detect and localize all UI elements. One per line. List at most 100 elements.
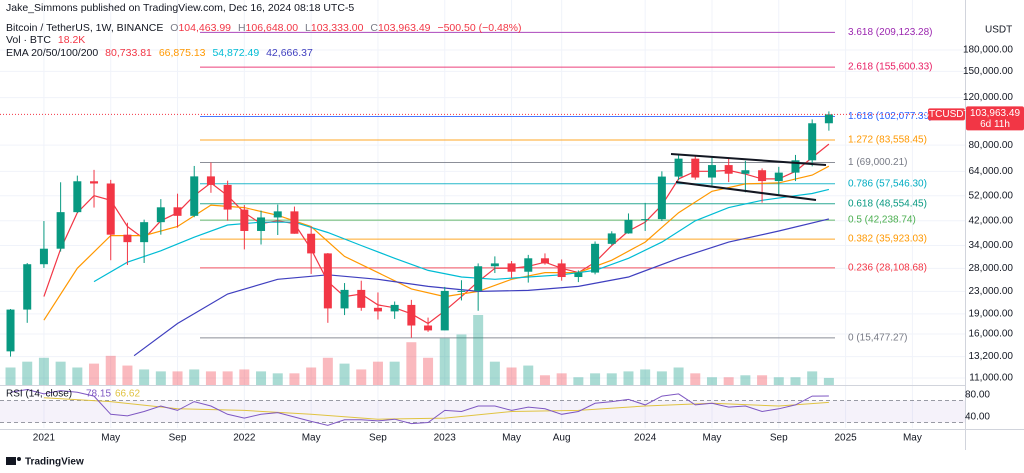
rsi-sma-value: 66.62	[115, 389, 140, 400]
x-tick-label: May	[101, 433, 120, 444]
volume-bar	[640, 369, 651, 385]
candle-body	[674, 158, 683, 177]
axes: 180,000.00 150,000.00 120,000.00 80,000.00 6…	[33, 45, 1024, 444]
last-price-symbol-box	[928, 108, 965, 121]
volume-bar	[22, 361, 33, 385]
volume-bar	[757, 375, 768, 385]
symbol: Bitcoin / TetherUS, 1W, BINANCE	[6, 21, 164, 34]
y-tick-label: 11,000.00	[969, 373, 1013, 384]
rsi-line	[10, 388, 829, 426]
ema-value: 42,666.37	[266, 46, 313, 59]
candle-body	[123, 234, 132, 243]
ohlc-label: O	[170, 21, 179, 34]
volume-bar	[72, 367, 83, 385]
volume-bar	[155, 371, 166, 385]
candle-body	[741, 170, 750, 174]
y-tick-label: 180,000.00	[963, 45, 1013, 56]
fib-label: 1.618 (102,077.39)	[848, 111, 933, 122]
symbol-line: Bitcoin / TetherUS, 1W, BINANCE O104,463…	[6, 22, 526, 35]
candle-body	[758, 170, 767, 182]
volume-bar	[139, 369, 150, 385]
volume-bar	[573, 377, 584, 385]
candle-body	[190, 176, 199, 216]
fib-label: 0.786 (57,546.30)	[848, 178, 927, 189]
candle-body	[206, 176, 215, 185]
y-tick-label: 34,000.00	[969, 240, 1014, 251]
ema-value: 54,872.49	[212, 46, 260, 59]
volume-bar	[556, 373, 567, 385]
trendline-lower	[675, 181, 817, 201]
fib-label: 0.5 (42,238.74)	[848, 215, 916, 226]
ema-value: 80,733.81	[105, 46, 152, 59]
volume-bar	[105, 355, 116, 385]
rsi-pane: RSI (14, close) 78.15 66.62	[0, 389, 969, 426]
volume-line: Vol · BTC 18.2K	[6, 34, 526, 47]
fib-label: 0.618 (48,554.45)	[848, 198, 927, 209]
x-tick-label: Sep	[770, 433, 788, 444]
candle-body	[607, 233, 616, 244]
volume-bar	[423, 357, 434, 385]
volume-bar	[389, 361, 400, 385]
x-tick-label: 2025	[834, 433, 857, 444]
y-tick-label: 23,000.00	[969, 286, 1014, 297]
candle-body	[106, 183, 115, 235]
volume-bar	[807, 371, 818, 385]
y-tick-label: 150,000.00	[963, 66, 1013, 77]
y-tick-label: 52,000.00	[969, 190, 1014, 201]
volume-label: Vol · BTC	[6, 34, 51, 46]
ema-label: EMA 20/50/100/200	[6, 46, 99, 59]
fib-label: 0.382 (35,923.03)	[848, 234, 927, 245]
volume-bar	[372, 361, 383, 385]
y-tick-label: 64,000.00	[969, 166, 1014, 177]
ohlc-label: L	[305, 21, 311, 34]
rsi-value: 78.15	[86, 389, 111, 400]
candle-body	[540, 258, 549, 264]
volume-bar	[740, 375, 751, 385]
x-tick-label: 2022	[233, 433, 256, 444]
volume-bar	[706, 377, 717, 385]
volume-bar	[289, 373, 300, 385]
last-price-symbol: BTCUSDT	[922, 109, 969, 120]
volume-bar	[656, 371, 667, 385]
ohlc-label: C	[370, 21, 378, 34]
fib-label: 1 (69,000.21)	[848, 157, 908, 168]
candle-body	[340, 289, 349, 309]
volume-bar	[489, 361, 500, 385]
candle-body	[490, 263, 499, 267]
volume-bar	[439, 338, 450, 385]
y-tick-label: 16,000.00	[969, 329, 1014, 340]
volume-bar	[339, 363, 350, 385]
candle-body	[307, 233, 316, 254]
volume-bar	[205, 371, 216, 385]
candle-body	[557, 263, 566, 278]
x-tick-label: Aug	[553, 433, 571, 444]
volume	[5, 315, 834, 385]
volume-bar	[773, 377, 784, 385]
ohlc-value: 104,463.99	[178, 21, 232, 34]
publisher: Jake_Simmons published on TradingView.co…	[6, 2, 355, 14]
brand: TradingView	[6, 457, 84, 468]
candle-body	[140, 222, 149, 243]
rsi-title: RSI (14, close)	[6, 389, 72, 400]
candle-body	[73, 181, 82, 213]
candle-body	[390, 304, 399, 312]
candle-body	[724, 165, 733, 174]
x-tick-label: 2024	[634, 433, 657, 444]
candle-body	[56, 212, 65, 249]
y-tick-label: 19,000.00	[969, 308, 1014, 319]
fib-label: 1.272 (83,558.45)	[848, 135, 927, 146]
volume-bar	[823, 377, 834, 385]
volume-bar	[590, 373, 601, 385]
candle-body	[90, 181, 99, 184]
change: −500.50 (−0.48%)	[437, 21, 522, 34]
trendline-upper	[670, 153, 827, 166]
volume-bar	[690, 373, 701, 385]
candle-body	[39, 248, 48, 265]
last-price-box	[966, 106, 1024, 131]
volume-bar	[239, 369, 250, 385]
brand-logo	[6, 457, 16, 465]
ohlc-value: 103,963.49	[377, 21, 431, 34]
ohlc-value: 103,333.00	[310, 21, 364, 34]
candle-body	[707, 165, 716, 178]
candle-body	[824, 114, 833, 124]
